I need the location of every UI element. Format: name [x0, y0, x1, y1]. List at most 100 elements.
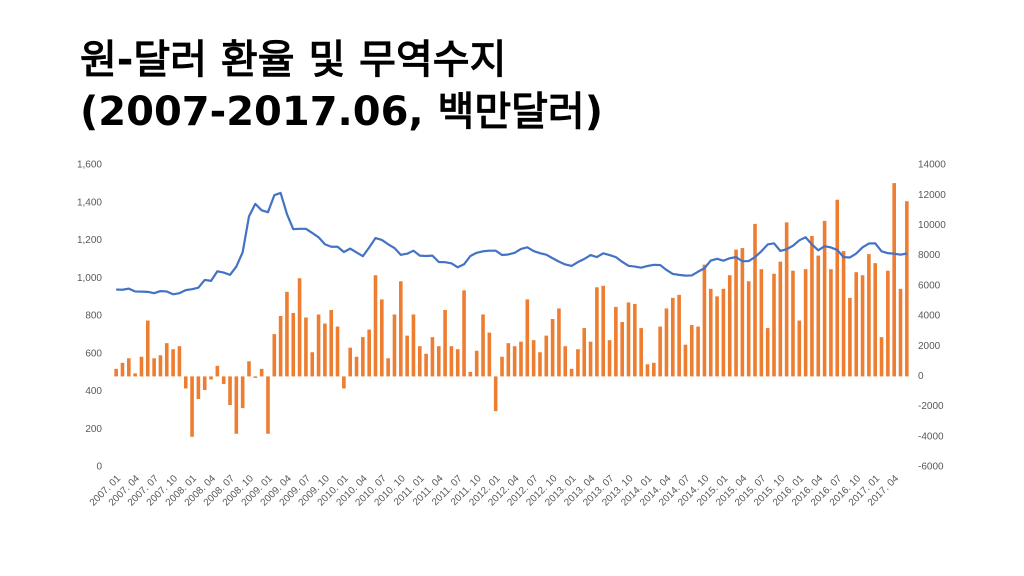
bar — [291, 312, 296, 377]
bar — [335, 326, 340, 377]
bar — [854, 272, 859, 377]
bar — [399, 281, 403, 377]
bar — [367, 329, 371, 377]
y2-tick-label: -2000 — [918, 401, 944, 412]
bar — [892, 183, 896, 377]
bar — [538, 352, 542, 377]
bar — [727, 275, 732, 377]
bar — [607, 340, 612, 377]
y-tick-label: 1,400 — [77, 197, 102, 208]
bar — [474, 350, 479, 377]
bar — [898, 288, 903, 377]
bar — [190, 376, 194, 437]
bar — [342, 376, 346, 389]
bar — [696, 326, 700, 377]
bar — [481, 314, 485, 377]
bar — [778, 261, 783, 377]
y2-tick-label: 0 — [918, 371, 924, 382]
y2-tick-label: 8000 — [918, 250, 941, 261]
y2-tick-label: 14000 — [918, 160, 946, 171]
bar — [841, 251, 846, 377]
bar — [670, 297, 675, 377]
bar — [114, 368, 118, 377]
bar — [348, 347, 353, 377]
bar — [228, 376, 232, 406]
y-tick-label: 0 — [96, 462, 102, 473]
bar — [576, 349, 580, 377]
bar — [765, 328, 770, 377]
bar — [721, 288, 726, 377]
bar — [164, 343, 169, 377]
bar — [417, 346, 422, 377]
bar — [639, 328, 643, 377]
bar — [449, 346, 454, 377]
bar — [848, 297, 852, 377]
bar — [361, 337, 365, 377]
y-tick-label: 200 — [85, 424, 102, 435]
bar — [810, 235, 814, 377]
y-tick-label: 1,600 — [77, 160, 102, 171]
bar — [797, 320, 802, 377]
bar — [405, 335, 409, 377]
bar — [689, 325, 694, 377]
bar — [493, 376, 498, 412]
bar — [550, 319, 555, 377]
bar — [443, 309, 447, 377]
bar — [506, 343, 511, 377]
bar — [373, 275, 378, 377]
bar — [822, 220, 827, 377]
bar — [127, 358, 131, 377]
bar — [664, 308, 669, 377]
bar — [746, 281, 751, 377]
y2-tick-label: 10000 — [918, 220, 946, 231]
bar — [158, 355, 163, 377]
bar — [658, 326, 662, 377]
bar — [455, 349, 460, 377]
bar — [247, 361, 251, 377]
bar — [879, 337, 884, 377]
bar — [145, 320, 150, 377]
bar — [209, 376, 213, 380]
y2-tick-label: -4000 — [918, 431, 944, 442]
y-tick-label: 1,200 — [77, 235, 102, 246]
bar — [196, 376, 201, 400]
bar — [392, 314, 397, 377]
bar — [500, 356, 504, 377]
bar — [183, 376, 188, 389]
bar — [266, 376, 270, 434]
bar — [544, 335, 549, 377]
y2-tick-label: -6000 — [918, 462, 944, 473]
bar — [329, 309, 334, 377]
bar — [829, 269, 833, 377]
bar — [860, 275, 865, 377]
bar — [873, 263, 878, 377]
bar — [430, 337, 435, 377]
bar — [677, 294, 681, 377]
bar — [683, 344, 688, 377]
bar — [354, 356, 359, 377]
bar — [740, 248, 745, 377]
bar — [411, 314, 416, 377]
bar — [424, 353, 428, 377]
bar — [171, 349, 175, 377]
bar — [803, 269, 808, 377]
bar — [557, 308, 561, 377]
bar — [784, 222, 789, 377]
bar — [202, 376, 207, 390]
bar — [633, 303, 637, 377]
bar — [234, 376, 239, 434]
bar — [531, 340, 536, 377]
bar — [304, 317, 308, 377]
y-tick-label: 400 — [85, 386, 102, 397]
bar — [240, 376, 245, 409]
bar — [253, 376, 258, 378]
line — [116, 191, 908, 296]
bar — [753, 223, 757, 377]
bar — [734, 249, 738, 377]
y2-tick-label: 6000 — [918, 280, 941, 291]
slide-title: 원-달러 환율 및 무역수지 — [80, 37, 507, 83]
bar — [525, 299, 530, 377]
y2-tick-label: 4000 — [918, 311, 941, 322]
bar — [867, 254, 871, 377]
slide-subtitle: (2007-2017.06, 백만달러) — [80, 89, 604, 135]
